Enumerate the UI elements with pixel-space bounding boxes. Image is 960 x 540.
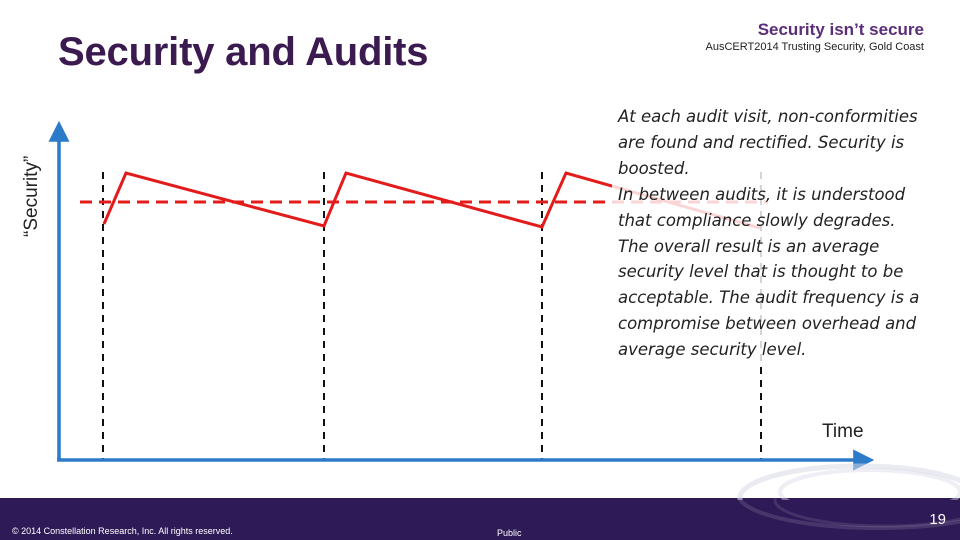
y-axis-label: “Security” xyxy=(21,156,42,237)
footer-bar: © 2014 Constellation Research, Inc. All … xyxy=(0,498,960,540)
explanation-text-box: At each audit visit, non-conformities ar… xyxy=(612,102,942,366)
deck-title: Security isn’t secure xyxy=(757,20,924,39)
x-axis-label: Time xyxy=(822,421,864,442)
swirl-logo-icon xyxy=(736,498,960,530)
security-level-line xyxy=(102,171,761,230)
event-subtitle: AusCERT2014 Trusting Security, Gold Coas… xyxy=(705,41,924,53)
explanation-paragraph: At each audit visit, non-conformities ar… xyxy=(618,107,918,178)
slide-title: Security and Audits xyxy=(58,30,429,74)
explanation-paragraph: In between audits, it is understood that… xyxy=(618,184,906,230)
y-axis-label-text: “Security” xyxy=(21,155,42,237)
deck-header: Security isn’t secure AusCERT2014 Trusti… xyxy=(706,20,924,54)
classification-label: Public xyxy=(497,528,522,538)
explanation-paragraph: The overall result is an average securit… xyxy=(618,236,920,360)
page-number: 19 xyxy=(929,511,946,528)
copyright-notice: © 2014 Constellation Research, Inc. All … xyxy=(12,526,233,536)
